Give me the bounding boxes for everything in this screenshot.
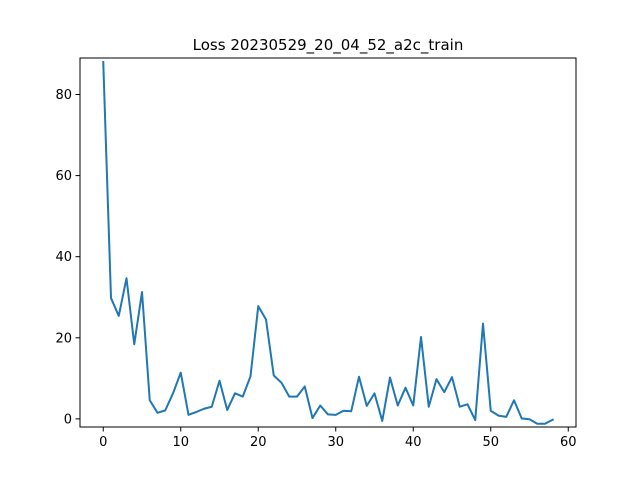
y-tick-label: 20: [55, 331, 72, 346]
plot-frame: [79, 57, 577, 428]
y-tick-label: 80: [55, 88, 72, 103]
y-tick-label: 40: [55, 250, 72, 265]
x-tick-label: 20: [250, 435, 267, 450]
y-tick-label: 0: [64, 412, 72, 427]
series-line-0: [102, 61, 555, 425]
x-tick-label: 40: [405, 435, 422, 450]
chart-title: Loss 20230529_20_04_52_a2c_train: [193, 36, 464, 55]
x-tick-label: 30: [327, 435, 344, 450]
x-tick-label: 0: [99, 435, 107, 450]
x-tick-label: 10: [172, 435, 189, 450]
x-tick-label: 60: [560, 435, 577, 450]
y-tick-label: 60: [55, 169, 72, 184]
x-tick-label: 50: [482, 435, 499, 450]
